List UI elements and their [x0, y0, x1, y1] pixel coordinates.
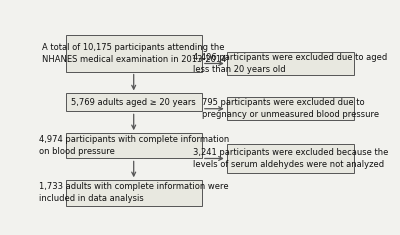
Text: A total of 10,175 participants attending the
NHANES medical examination in 2013-: A total of 10,175 participants attending… — [42, 43, 226, 64]
Text: 4,974 participants with complete information
on blood pressure: 4,974 participants with complete informa… — [38, 135, 229, 156]
FancyBboxPatch shape — [227, 97, 354, 121]
Text: 795 participants were excluded due to
pregnancy or unmeasured blood pressure: 795 participants were excluded due to pr… — [202, 98, 379, 119]
FancyBboxPatch shape — [66, 180, 202, 206]
Text: 4,406 participants were excluded due to aged
less than 20 years old: 4,406 participants were excluded due to … — [193, 53, 387, 74]
Text: 1,733 adults with complete information were
included in data analysis: 1,733 adults with complete information w… — [39, 182, 228, 203]
FancyBboxPatch shape — [227, 144, 354, 173]
FancyBboxPatch shape — [66, 133, 202, 158]
Text: 3,241 participants were excluded because the
levels of serum aldehydes were not : 3,241 participants were excluded because… — [192, 148, 388, 169]
FancyBboxPatch shape — [66, 35, 202, 72]
FancyBboxPatch shape — [66, 93, 202, 111]
Text: 5,769 adults aged ≥ 20 years: 5,769 adults aged ≥ 20 years — [71, 98, 196, 107]
FancyBboxPatch shape — [227, 52, 354, 75]
